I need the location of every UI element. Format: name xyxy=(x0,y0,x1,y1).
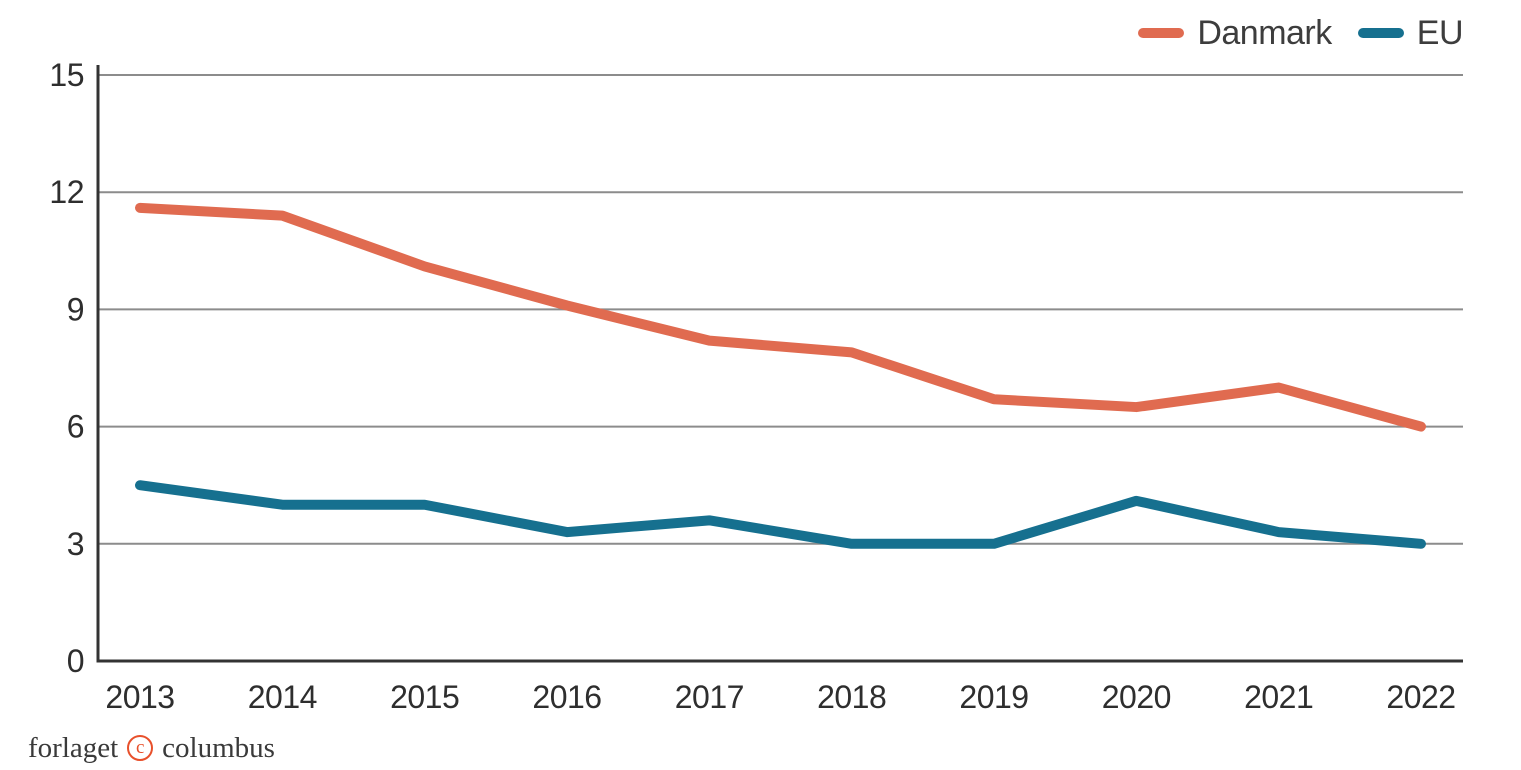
danmark-line-swatch xyxy=(1138,28,1185,38)
series-line-eu xyxy=(135,480,1426,549)
legend-item-danmark: Danmark xyxy=(1138,13,1332,53)
y-tick-label-12: 12 xyxy=(49,174,84,210)
x-tick-label-2019: 2019 xyxy=(959,679,1028,715)
x-tick-label-2016: 2016 xyxy=(532,679,601,715)
eu-line-swatch xyxy=(1357,28,1404,38)
x-tick-label-2014: 2014 xyxy=(248,679,317,715)
legend-label-eu: EU xyxy=(1416,13,1464,52)
series-line-danmark xyxy=(135,202,1426,432)
y-tick-label-15: 15 xyxy=(49,57,84,93)
y-tick-label-9: 9 xyxy=(67,291,84,327)
copyright-c-letter: c xyxy=(135,736,145,758)
x-tick-label-2013: 2013 xyxy=(105,679,174,715)
x-tick-label-2015: 2015 xyxy=(390,679,459,715)
copyright-c-icon: c xyxy=(127,735,154,761)
logo-text-columbus: columbus xyxy=(162,731,275,764)
legend: Danmark EU xyxy=(1138,10,1464,56)
y-tick-label-0: 0 xyxy=(67,643,84,679)
y-tick-label-6: 6 xyxy=(67,409,84,445)
x-tick-label-2022: 2022 xyxy=(1386,679,1455,715)
y-tick-label-3: 3 xyxy=(67,526,84,562)
x-tick-label-2021: 2021 xyxy=(1244,679,1313,715)
x-tick-label-2018: 2018 xyxy=(817,679,886,715)
publisher-logo: forlaget c columbus xyxy=(28,729,275,767)
legend-label-danmark: Danmark xyxy=(1197,13,1332,52)
x-tick-label-2020: 2020 xyxy=(1102,679,1171,715)
legend-item-eu: EU xyxy=(1357,13,1464,53)
logo-text-forlaget: forlaget xyxy=(28,731,119,764)
x-tick-label-2017: 2017 xyxy=(675,679,744,715)
